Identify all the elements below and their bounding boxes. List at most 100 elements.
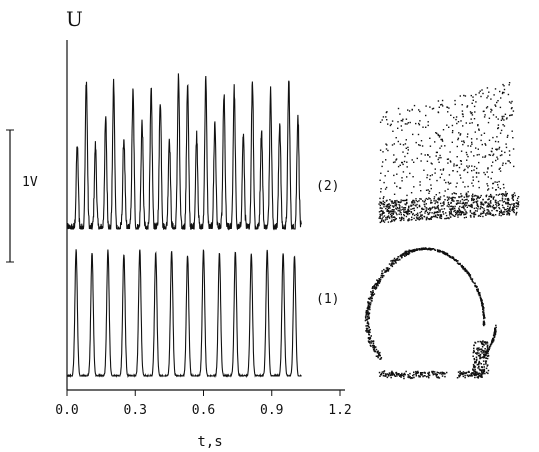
phase-point — [495, 148, 497, 150]
phase-point — [497, 118, 499, 120]
phase-point — [411, 216, 413, 218]
phase-point — [427, 189, 429, 191]
phase-point — [428, 190, 431, 192]
phase-point — [366, 310, 368, 312]
phase-point — [382, 203, 384, 205]
phase-point — [448, 256, 451, 258]
phase-point — [442, 252, 444, 254]
phase-point — [483, 209, 486, 212]
phase-point — [476, 138, 478, 140]
phase-point — [406, 152, 409, 155]
phase-point — [473, 198, 475, 201]
phase-point — [394, 200, 396, 202]
phase-point — [460, 211, 462, 213]
phase-point — [495, 326, 497, 329]
phase-point — [471, 212, 473, 214]
phase-point — [424, 212, 426, 214]
phase-point — [386, 373, 389, 375]
phase-point — [459, 95, 461, 97]
phase-point — [415, 219, 417, 221]
phase-point — [382, 116, 385, 118]
phase-point — [376, 279, 378, 281]
phase-point — [445, 217, 447, 220]
phase-point — [462, 181, 464, 183]
phase-point — [367, 331, 370, 333]
phase-point — [431, 371, 433, 374]
phase-point — [398, 204, 400, 206]
phase-point — [459, 370, 461, 373]
phase-point — [460, 196, 462, 198]
phase-point — [497, 124, 500, 126]
phase-point — [433, 198, 435, 200]
phase-point — [440, 214, 443, 216]
phase-point — [475, 361, 477, 364]
phase-point — [392, 213, 394, 215]
phase-point — [503, 85, 505, 87]
phase-point — [504, 113, 507, 115]
phase-point — [472, 366, 475, 368]
phase-point — [472, 199, 475, 201]
phase-point — [449, 212, 451, 214]
phase-point — [448, 196, 450, 198]
phase-point — [475, 172, 478, 174]
phase-point — [499, 106, 502, 109]
phase-point — [488, 213, 490, 215]
phase-point — [466, 165, 468, 167]
phase-point — [386, 218, 388, 220]
phase-point — [367, 321, 369, 323]
phase-point — [405, 204, 407, 206]
phase-point — [424, 372, 426, 374]
phase-point — [457, 138, 459, 141]
phase-point — [516, 202, 519, 204]
phase-point — [401, 180, 403, 182]
phase-point — [402, 118, 404, 120]
phase-point — [508, 212, 511, 215]
phase-point — [473, 165, 476, 168]
phase-point — [502, 206, 504, 209]
phase-point — [457, 137, 460, 139]
phase-point — [385, 186, 388, 189]
phase-point — [382, 211, 384, 213]
phase-point — [483, 312, 485, 315]
phase-point — [488, 210, 490, 212]
phase-point — [386, 267, 389, 270]
phase-point — [471, 278, 474, 280]
phase-point — [503, 187, 505, 189]
phase-point — [400, 217, 403, 220]
phase-point — [385, 207, 387, 210]
phase-point — [465, 213, 467, 216]
phase-point — [481, 370, 483, 373]
phase-point — [483, 212, 485, 214]
phase-point — [473, 347, 475, 350]
phase-point — [511, 203, 513, 205]
phase-point — [483, 171, 485, 174]
phase-point — [477, 340, 479, 343]
phase-point — [418, 144, 420, 146]
phase-point — [415, 370, 417, 373]
phase-point — [430, 202, 432, 204]
phase-point — [499, 188, 502, 190]
phase-point — [490, 177, 492, 180]
phase-point — [366, 324, 369, 327]
phase-point — [475, 373, 478, 375]
phase-point — [382, 216, 384, 218]
phase-point — [437, 204, 439, 207]
phase-point — [491, 342, 493, 344]
phase-point — [478, 347, 480, 349]
phase-point — [478, 374, 481, 377]
phase-point — [494, 334, 496, 337]
phase-point — [472, 363, 475, 366]
phase-point — [498, 168, 500, 170]
phase-point — [460, 372, 462, 374]
phase-point — [427, 375, 430, 377]
phase-point — [439, 134, 441, 137]
phase-point — [497, 201, 499, 203]
phase-point — [450, 161, 452, 163]
phase-point — [498, 207, 501, 210]
phase-point — [472, 198, 474, 200]
phase-point — [390, 210, 392, 212]
phase-point — [417, 372, 419, 374]
phase-point — [474, 285, 477, 288]
phase-point — [448, 214, 451, 216]
phase-point — [407, 122, 409, 124]
